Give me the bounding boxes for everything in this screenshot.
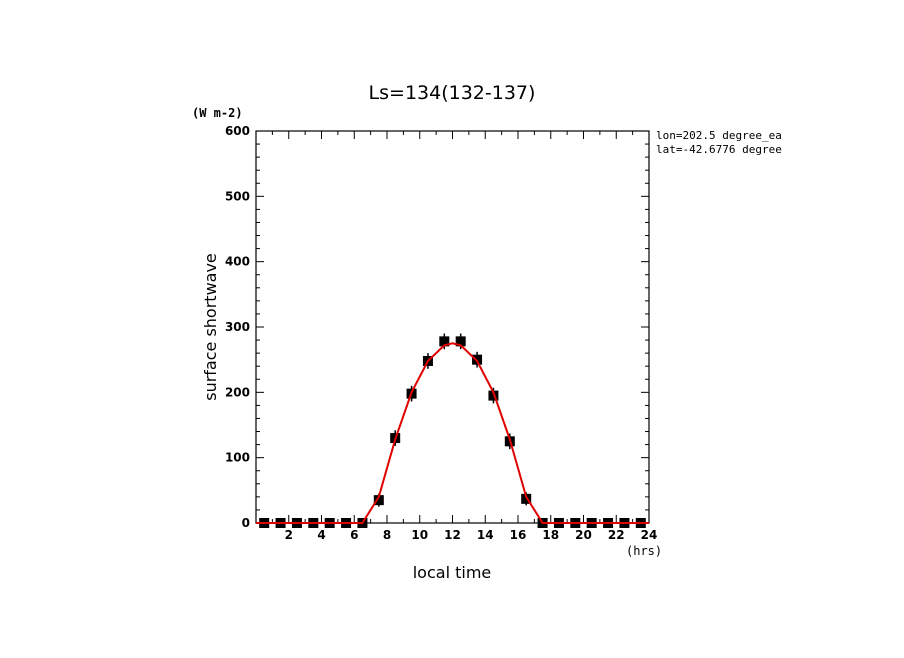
annotation-lon: lon=202.5 degree_ea [656,129,782,142]
y-unit-label: (W m-2) [192,106,243,120]
x-tick-label: 18 [542,528,559,542]
plot-frame [255,130,650,524]
marks-group [256,333,649,528]
x-tick-label: 4 [317,528,325,542]
x-tick-label: 12 [444,528,461,542]
x-tick-label: 22 [608,528,625,542]
y-tick-label: 100 [225,451,250,465]
y-tick-label: 600 [225,124,250,138]
y-tick-label: 300 [225,320,250,334]
x-unit-label: (hrs) [626,544,662,558]
x-tick-label: 14 [477,528,494,542]
x-tick-label: 6 [350,528,358,542]
observation-marker [373,495,384,506]
x-tick-label: 10 [411,528,428,542]
x-axis-label: local time [413,563,492,582]
x-tick-label: 20 [575,528,592,542]
observation-marker [439,336,450,347]
x-tick-label: 16 [510,528,527,542]
observation-marker [455,336,466,347]
model-line [256,342,649,524]
x-tick-label: 24 [641,528,658,542]
observation-marker [488,390,499,401]
x-tick-label: 8 [383,528,391,542]
y-tick-label: 0 [242,516,250,530]
x-tick-label: 2 [285,528,293,542]
y-tick-label: 500 [225,189,250,203]
y-tick-label: 400 [225,255,250,269]
y-tick-label: 200 [225,385,250,399]
y-axis-label: surface shortwave [201,253,220,401]
observation-marker [521,493,532,504]
annotation-lat: lat=-42.6776 degree [656,143,782,156]
chart-title: Ls=134(132-137) [369,82,536,104]
